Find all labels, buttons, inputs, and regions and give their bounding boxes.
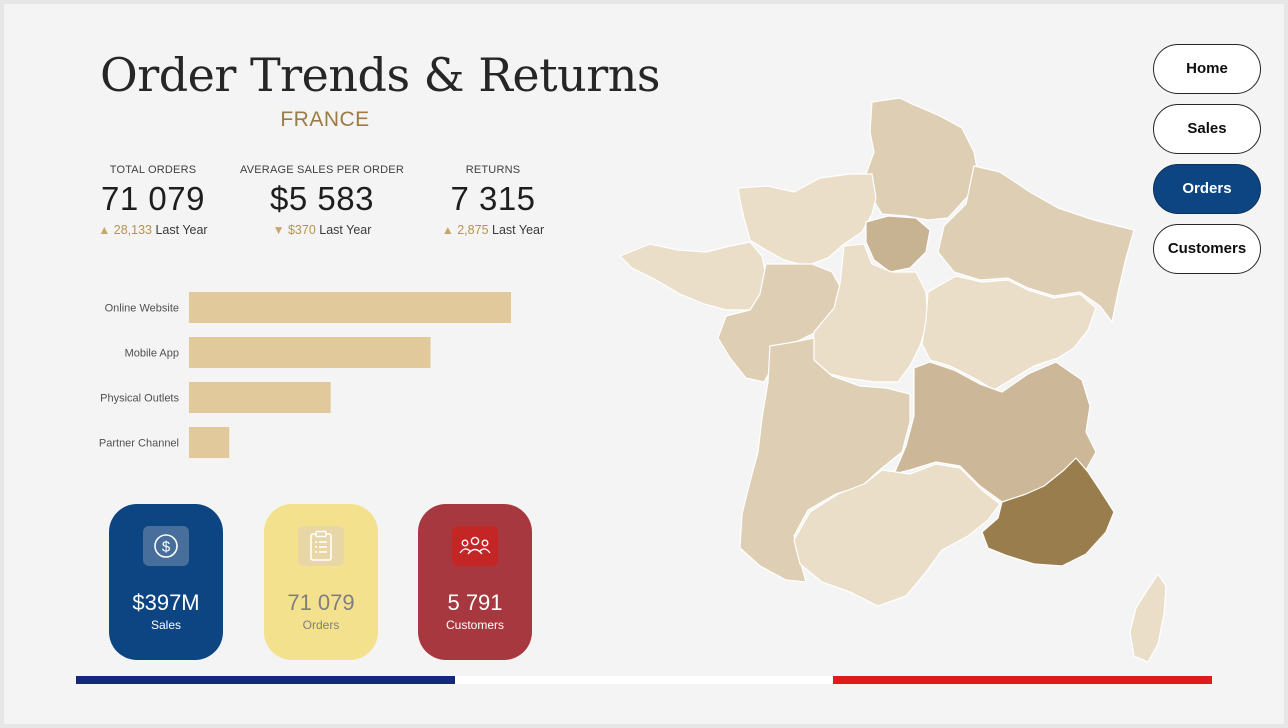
kpi-average-sales: AVERAGE SALES PER ORDER $5 583 ▼ $370 La…	[232, 164, 412, 237]
kpi-value: $5 583	[270, 180, 374, 217]
kpi-delta-label: Last Year	[155, 223, 208, 237]
bar-category-label: Partner Channel	[99, 438, 179, 450]
bar-physical-outlets[interactable]	[189, 382, 331, 413]
customers-card-label: Customers	[445, 618, 504, 632]
kpi-value: 71 079	[101, 180, 205, 217]
people-group-icon	[452, 526, 498, 566]
dollar-coin-icon: $	[143, 526, 189, 566]
map-region--le-de-france[interactable]	[865, 215, 931, 273]
nav-home-button[interactable]: Home	[1153, 44, 1261, 94]
kpi-label: AVERAGE SALES PER ORDER	[240, 164, 404, 176]
down-triangle-icon: ▼	[272, 223, 285, 237]
kpi-value: 7 315	[450, 180, 536, 217]
bar-partner-channel[interactable]	[189, 427, 230, 458]
kpi-delta: ▲ 2,875 Last Year	[408, 223, 578, 237]
channel-bar-chart: Online Website Mobile App Physical Outlets…	[99, 292, 511, 458]
kpi-total-orders: TOTAL ORDERS 71 079 ▲ 28,133 Last Year	[68, 164, 238, 237]
up-triangle-icon: ▲	[98, 223, 111, 237]
map-region-nouvelle-aquitaine[interactable]	[739, 337, 911, 583]
map-region-bourgogne-franche-comt-[interactable]	[921, 275, 1097, 391]
up-triangle-icon: ▲	[441, 223, 454, 237]
bar-category-label: Physical Outlets	[100, 393, 179, 405]
map-region-corse[interactable]	[1129, 573, 1167, 663]
flag-stripe-white	[455, 676, 833, 684]
flag-stripe-red	[833, 676, 1212, 684]
map-region-provence-alpes-c-te-d-azur[interactable]	[981, 457, 1115, 567]
kpi-delta-label: Last Year	[492, 223, 545, 237]
nav-sales-button[interactable]: Sales	[1153, 104, 1261, 154]
orders-card-value: 71 079	[287, 590, 355, 615]
map-region-normandie[interactable]	[737, 173, 877, 267]
map-region-centre-val-de-loire[interactable]	[809, 243, 929, 383]
kpi-returns: RETURNS 7 315 ▲ 2,875 Last Year	[408, 164, 578, 237]
kpi-delta: ▼ $370 Last Year	[232, 223, 412, 237]
sales-card-label: Sales	[150, 618, 182, 632]
svg-text:$: $	[162, 539, 171, 556]
kpi-delta-value: 28,133	[113, 223, 152, 237]
kpi-delta-label: Last Year	[319, 223, 372, 237]
orders-card-label: Orders	[302, 618, 340, 632]
kpi-delta-value: 2,875	[457, 223, 489, 237]
nav-orders-button[interactable]: Orders	[1153, 164, 1261, 214]
map-region-bretagne[interactable]	[619, 241, 767, 311]
orders-card[interactable]: 71 079 Orders	[264, 504, 378, 660]
customers-card-value: 5 791	[447, 590, 503, 615]
map-region-occitanie[interactable]	[793, 463, 1001, 607]
map-region-hauts-de-france[interactable]	[865, 97, 979, 221]
customers-card[interactable]: 5 791 Customers	[418, 504, 532, 660]
kpi-delta-value: $370	[287, 223, 316, 237]
bar-category-label: Mobile App	[125, 348, 179, 360]
kpi-delta: ▲ 28,133 Last Year	[68, 223, 238, 237]
nav-customers-button[interactable]: Customers	[1153, 224, 1261, 274]
sales-card-value: $397M	[132, 590, 200, 615]
page-subtitle: FRANCE	[280, 108, 370, 131]
sales-card[interactable]: $ $397M Sales	[109, 504, 223, 660]
kpi-label: TOTAL ORDERS	[109, 164, 197, 176]
page-title: Order Trends & Returns	[100, 48, 660, 102]
bar-online-website[interactable]	[189, 292, 511, 323]
france-region-map	[619, 97, 1167, 663]
kpi-label: RETURNS	[465, 164, 521, 176]
bar-mobile-app[interactable]	[189, 337, 431, 368]
bar-category-label: Online Website	[105, 303, 179, 315]
map-region-grand-est[interactable]	[937, 165, 1135, 323]
clipboard-list-icon	[298, 526, 344, 566]
flag-stripe-blue	[76, 676, 455, 684]
